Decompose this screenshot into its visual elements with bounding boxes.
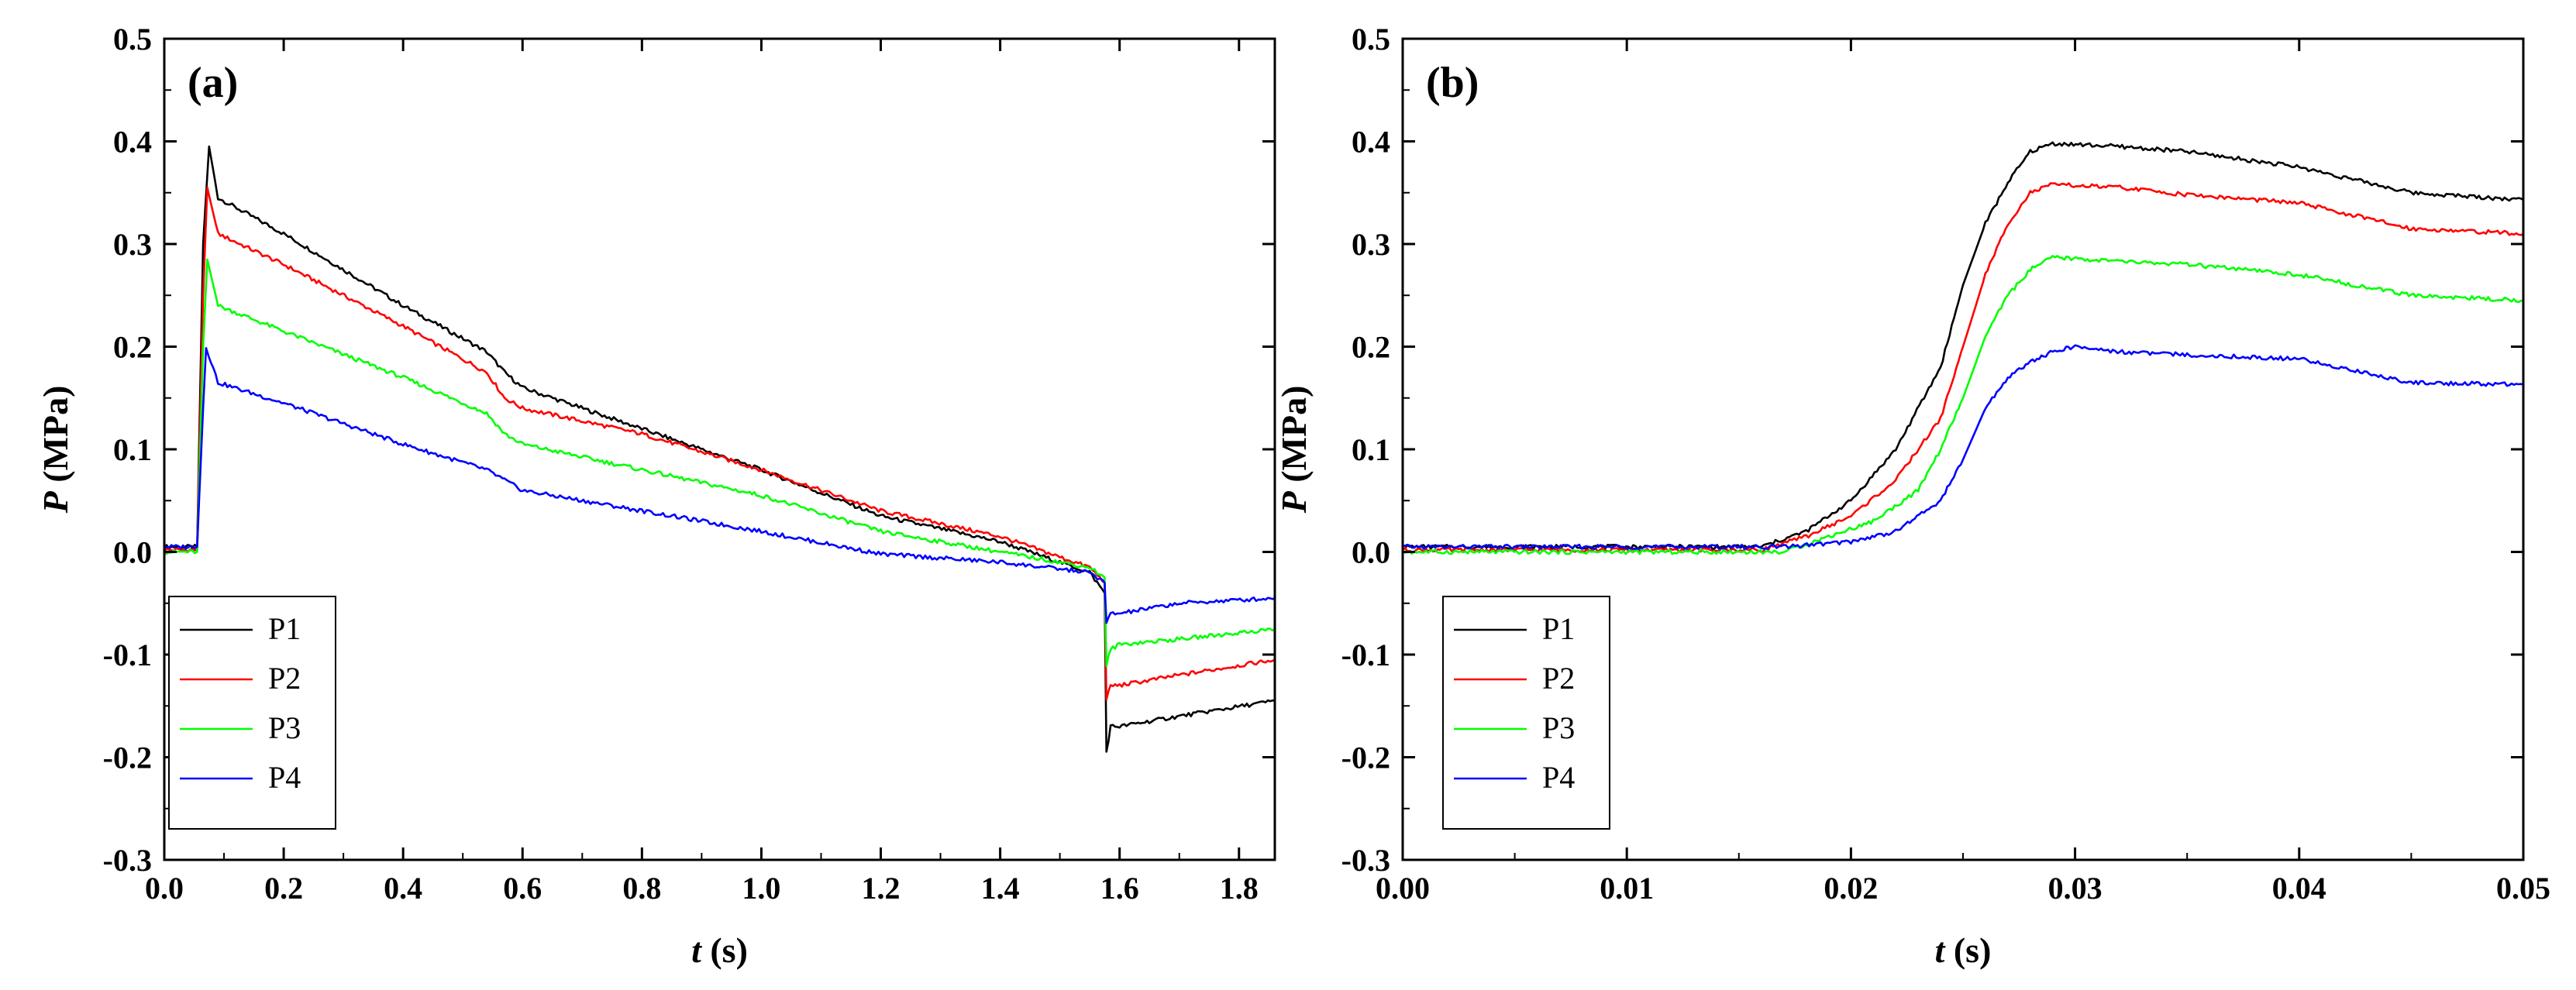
y-tick-label: -0.3 xyxy=(103,843,152,878)
series-line-p3 xyxy=(1403,255,2523,555)
y-tick-label: -0.1 xyxy=(1341,638,1390,672)
y-tick-label: 0.4 xyxy=(113,125,152,160)
series-line-p4 xyxy=(1403,344,2523,550)
legend-box xyxy=(168,596,336,830)
legend-box xyxy=(1442,596,1610,830)
series-line-p3 xyxy=(164,258,1275,668)
x-tick-label: 1.2 xyxy=(862,871,901,906)
y-axis-label: P (MPa) xyxy=(1274,386,1314,514)
x-tick-label: 0.8 xyxy=(622,871,661,906)
y-tick-label: 0.3 xyxy=(1352,227,1390,262)
x-tick-label: 0.0 xyxy=(145,871,184,906)
legend-label-p4: P4 xyxy=(268,760,301,795)
legend-label-p3: P3 xyxy=(1542,710,1575,745)
y-tick-label: -0.3 xyxy=(1341,843,1390,878)
x-tick-label: 1.4 xyxy=(981,871,1020,906)
y-tick-label: -0.2 xyxy=(1341,741,1390,775)
legend-label-p2: P2 xyxy=(1542,661,1575,696)
x-axis-label: t (s) xyxy=(691,930,748,970)
x-axis-label-unit: (s) xyxy=(701,930,748,970)
y-tick-label: -0.2 xyxy=(103,741,152,775)
y-tick-label: 0.0 xyxy=(1352,535,1390,570)
legend-label-p2: P2 xyxy=(268,661,301,696)
legend-label-p4: P4 xyxy=(1542,760,1575,795)
x-tick-label: 0.03 xyxy=(2048,871,2102,906)
x-axis-label-unit: (s) xyxy=(1944,930,1991,970)
x-axis-label: t (s) xyxy=(1935,930,1992,970)
y-axis-label-unit: (MPa) xyxy=(1274,386,1314,492)
y-tick-label: 0.0 xyxy=(113,535,152,570)
y-axis-label-symbol: P xyxy=(1274,490,1314,514)
y-tick-label: 0.4 xyxy=(1352,125,1390,160)
x-tick-label: 0.05 xyxy=(2496,871,2550,906)
legend-label-p1: P1 xyxy=(1542,611,1575,646)
panel-label: (a) xyxy=(188,59,238,107)
x-axis-label-symbol: t xyxy=(691,930,702,970)
y-axis-label-symbol: P xyxy=(36,490,75,514)
y-tick-label: 0.5 xyxy=(1352,22,1390,57)
y-tick-label: 0.1 xyxy=(1352,432,1390,467)
y-tick-label: -0.1 xyxy=(103,638,152,672)
x-tick-label: 0.4 xyxy=(384,871,422,906)
y-tick-label: 0.2 xyxy=(1352,330,1390,365)
x-tick-label: 0.6 xyxy=(503,871,542,906)
x-axis-label-symbol: t xyxy=(1935,930,1946,970)
x-tick-label: 0.02 xyxy=(1824,871,1878,906)
series-line-p4 xyxy=(164,347,1275,624)
chart-panel-a: 0.0 0.2 0.4 0.6 0.8 1.0 1.2 1.4 1.6 1.8 -0.3 -0.2 -0… xyxy=(36,22,1276,970)
y-tick-label: 0.5 xyxy=(113,22,152,57)
y-tick-label: 0.2 xyxy=(113,330,152,365)
y-tick-label: 0.3 xyxy=(113,227,152,262)
legend-label-p3: P3 xyxy=(268,710,301,745)
series-line-p2 xyxy=(1403,182,2523,553)
x-tick-label: 0.01 xyxy=(1600,871,1654,906)
x-tick-label: 1.6 xyxy=(1100,871,1139,906)
x-tick-label: 0.00 xyxy=(1376,871,1430,906)
y-axis-label-unit: (MPa) xyxy=(36,386,75,492)
chart-panel-b: 0.00 0.01 0.02 0.03 0.04 0.05 -0.3 -0.2 -0.1 0.0 0… xyxy=(1274,22,2550,970)
legend-label-p1: P1 xyxy=(268,611,301,646)
x-tick-label: 0.2 xyxy=(264,871,303,906)
panel-label: (b) xyxy=(1426,59,1479,107)
y-axis-label: P (MPa) xyxy=(36,386,75,514)
x-tick-label: 0.04 xyxy=(2272,871,2326,906)
series-line-p2 xyxy=(164,186,1275,701)
x-tick-label: 1.8 xyxy=(1220,871,1259,906)
y-tick-label: 0.1 xyxy=(113,432,152,467)
x-tick-label: 1.0 xyxy=(742,871,780,906)
